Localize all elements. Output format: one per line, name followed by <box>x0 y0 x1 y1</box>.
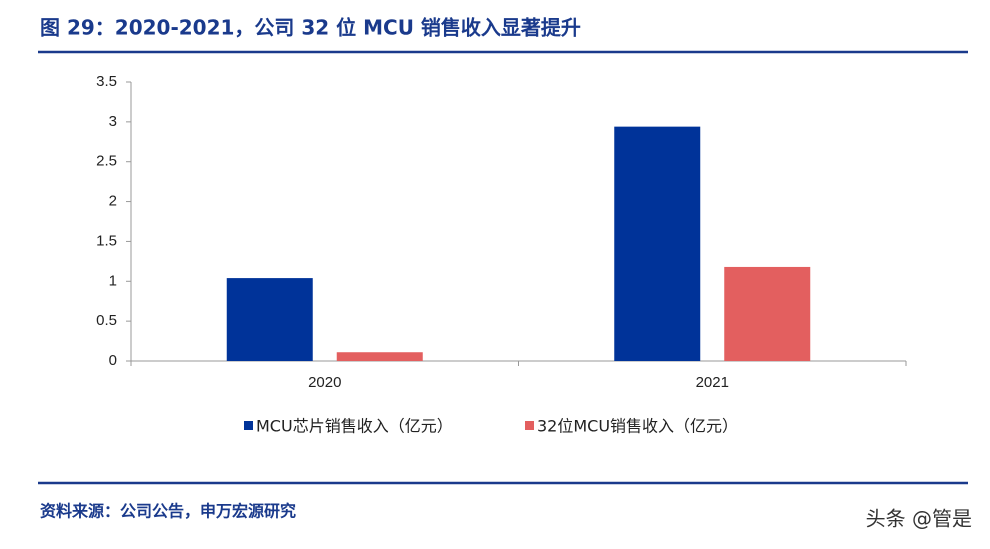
y-tick-label: 1 <box>109 272 117 289</box>
y-tick-label: 3.5 <box>96 73 117 90</box>
watermark: 头条 @管是 <box>866 507 972 531</box>
legend-label: MCU芯片销售收入（亿元） <box>256 417 453 436</box>
bar <box>614 126 701 361</box>
bar <box>336 352 423 361</box>
legend-swatch <box>244 421 253 430</box>
legend-label: 32位MCU销售收入（亿元） <box>537 417 738 436</box>
x-tick-label: 2020 <box>308 374 341 391</box>
bar <box>226 278 313 361</box>
x-tick-label: 2021 <box>696 374 729 391</box>
y-tick-label: 2 <box>109 193 117 210</box>
y-tick-label: 0.5 <box>96 312 117 329</box>
y-tick-label: 1.5 <box>96 232 117 249</box>
y-tick-label: 0 <box>109 352 117 369</box>
chart-title: 图 29：2020-2021，公司 32 位 MCU 销售收入显著提升 <box>40 16 581 40</box>
bar <box>724 266 811 361</box>
y-tick-label: 2.5 <box>96 153 117 170</box>
legend-swatch <box>525 421 534 430</box>
source-note: 资料来源：公司公告，申万宏源研究 <box>40 502 296 521</box>
y-tick-label: 3 <box>109 113 117 130</box>
